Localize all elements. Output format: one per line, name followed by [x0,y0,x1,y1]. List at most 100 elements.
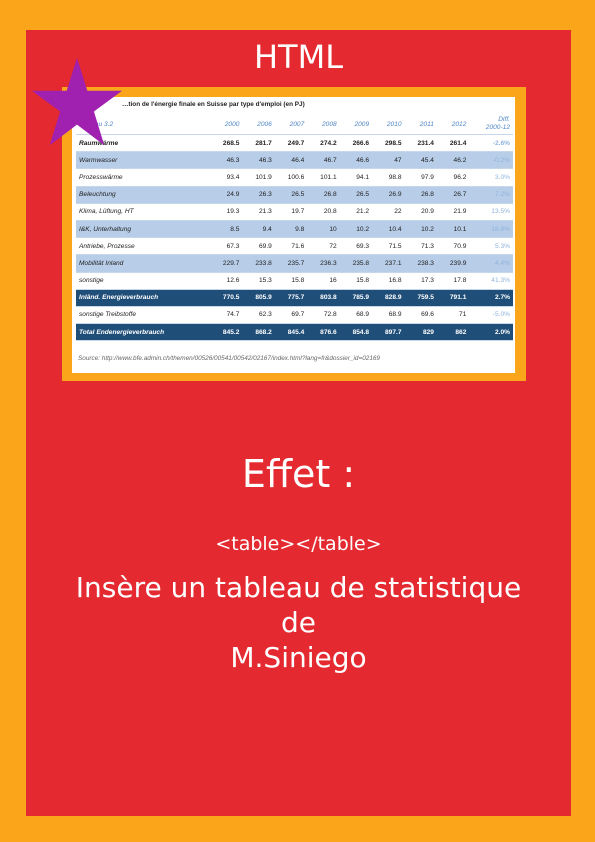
statistics-table: Tableau 3.2 2000200620072008200920102011… [76,114,513,342]
table-cell: 26.8 [404,186,437,204]
table-cell: 249.7 [274,134,308,153]
table-cell: 26.5 [339,186,373,204]
table-cell: 69.9 [242,237,275,256]
table-cell: 868.2 [242,323,275,342]
table-row: Antriebe, Prozesse 67.3 69.9 71.6 72 69.3 71.5… [76,237,513,256]
diff-cell: 4.4% [469,254,513,273]
table-row: Beleuchtung 24.9 26.3 26.5 26.8 26.5 26.9 26.8 2… [76,186,513,204]
year-header: 2008 [307,114,340,135]
year-header: 2006 [242,114,275,135]
table-cell: 231.4 [404,134,437,153]
table-cell: 72.8 [307,306,340,325]
row-label: Inländ. Energieverbrauch [76,289,210,307]
table-cell: 829 [404,323,437,342]
star-icon [31,57,123,146]
diff-cell: -5.0% [469,306,513,325]
table-cell: 100.6 [274,168,308,187]
table-cell: 21.9 [436,203,470,221]
table-cell: 236.3 [307,254,340,273]
diff-header: Diff. 2000-12 [469,114,513,135]
table-cell: 862 [436,323,470,342]
diff-cell: 13.5% [469,203,513,221]
table-cell: 71.3 [404,237,437,256]
table-cell: 803.8 [307,289,340,307]
row-label: I&K, Unterhaltung [76,220,210,239]
table-cell: 17.8 [436,272,470,290]
description-line-2: de [281,606,316,639]
diff-cell: 5.3% [469,237,513,256]
table-cell: 10 [307,220,340,239]
table-cell: 46.3 [210,151,243,170]
table-cell: 47 [372,151,405,170]
table-cell: 26.5 [274,186,308,204]
row-label: sonstige [76,272,210,290]
table-cell: 238.3 [404,254,437,273]
diff-cell: 41.3% [469,272,513,290]
table-cell: 854.8 [339,323,373,342]
table-cell: 101.9 [242,168,275,187]
table-image-frame: …tion de l'énergie finale en Suisse par … [62,87,526,381]
table-cell: 281.7 [242,134,275,153]
table-cell: 261.4 [436,134,470,153]
table-row: Raumwärme 268.5 281.7 249.7 274.2 266.6 298.5 2… [76,134,513,153]
row-label: Antriebe, Prozesse [76,237,210,256]
table-source: Source: http://www.bfe.admin.ch/themen/0… [78,355,380,362]
table-row: sonstige Treibstoffe 74.7 62.3 69.7 72.8 68.9… [76,306,513,325]
table-cell: 93.4 [210,168,243,187]
table-cell: 68.9 [339,306,373,325]
diff-cell: 7.2% [469,186,513,204]
table-cell: 46.6 [339,151,373,170]
diff-cell: 3.0% [469,168,513,187]
table-cell: 26.7 [436,186,470,204]
table-cell: 10.1 [436,220,470,239]
diff-cell: 18.8% [469,220,513,239]
table-cell: 69.3 [339,237,373,256]
table-cell: 9.8 [274,220,308,239]
table-cell: 68.9 [372,306,405,325]
table-cell: 235.7 [274,254,308,273]
effect-title: Effet : [241,452,356,496]
table-cell: 8.5 [210,220,243,239]
diff-cell: -2.6% [469,134,513,153]
table-cell: 101.1 [307,168,340,187]
table-cell: 67.3 [210,237,243,256]
table-row: Inländ. Energieverbrauch 770.5 805.9 775.7 8… [76,289,513,307]
table-cell: 98.8 [372,168,405,187]
table-row: Prozesswärme 93.4 101.9 100.6 101.1 94.1 98.8 9… [76,168,513,187]
year-header: 2010 [372,114,405,135]
table-cell: 21.3 [242,203,275,221]
table-header-row: Tableau 3.2 2000200620072008200920102011… [76,114,513,135]
table-cell: 16 [307,272,340,290]
table-cell: 10.2 [339,220,373,239]
table-cell: 71 [436,306,470,325]
row-label: Beleuchtung [76,186,210,204]
table-cell: 828.9 [372,289,405,307]
table-cell: 274.2 [307,134,340,153]
table-row: Mobilität Inland 229.7 233.8 235.7 236.3 235.… [76,254,513,273]
table-row: Warmwasser 46.3 46.3 46.4 46.7 46.6 47 45.4 46.2… [76,151,513,170]
table-cell: 785.9 [339,289,373,307]
year-header: 2009 [339,114,373,135]
row-label: Warmwasser [76,151,210,170]
table-cell: 233.8 [242,254,275,273]
description-line-3: M.Siniego [230,641,367,674]
table-cell: 770.5 [210,289,243,307]
diff-cell: 2.0% [469,323,513,342]
effect-description: Insère un tableau de statistique de M.Si… [26,570,571,675]
table-cell: 26.9 [372,186,405,204]
table-cell: 94.1 [339,168,373,187]
year-header: 2012 [436,114,470,135]
table-cell: 17.3 [404,272,437,290]
table-cell: 24.9 [210,186,243,204]
row-label: Klima, Lüftung, HT [76,203,210,221]
table-cell: 46.7 [307,151,340,170]
table-cell: 775.7 [274,289,308,307]
row-label: Prozesswärme [76,168,210,187]
table-cell: 21.2 [339,203,373,221]
table-cell: 46.3 [242,151,275,170]
table-cell: 266.6 [339,134,373,153]
table-cell: 69.7 [274,306,308,325]
table-cell: 15.3 [242,272,275,290]
table-cell: 97.9 [404,168,437,187]
table-cell: 20.8 [307,203,340,221]
